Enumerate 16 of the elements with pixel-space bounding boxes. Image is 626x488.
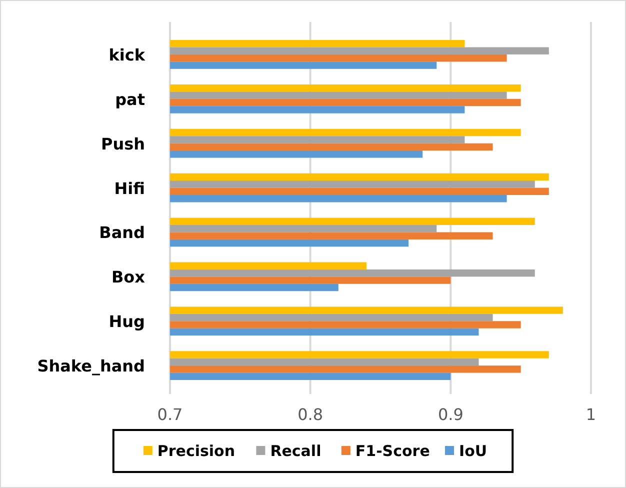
y-tick-label: Shake_hand: [37, 356, 145, 376]
x-tick-label: 0.8: [298, 405, 324, 424]
legend-label: Precision: [157, 442, 236, 460]
x-tick-label: 1: [586, 405, 596, 424]
y-tick-label: Hug: [108, 312, 145, 332]
y-tick-label: Band: [99, 223, 145, 242]
legend-label: IoU: [459, 442, 488, 460]
y-tick-label: pat: [115, 90, 146, 109]
y-tick-label: kick: [108, 45, 146, 64]
legend-label: Recall: [270, 442, 322, 460]
y-tick-label: Push: [100, 134, 145, 154]
legend-label: F1-Score: [355, 442, 430, 460]
y-tick-label: Box: [111, 268, 146, 287]
y-tick-label: Hifi: [114, 178, 145, 198]
x-tick-label: 0.7: [157, 405, 183, 424]
x-tick-label: 0.9: [438, 405, 464, 424]
